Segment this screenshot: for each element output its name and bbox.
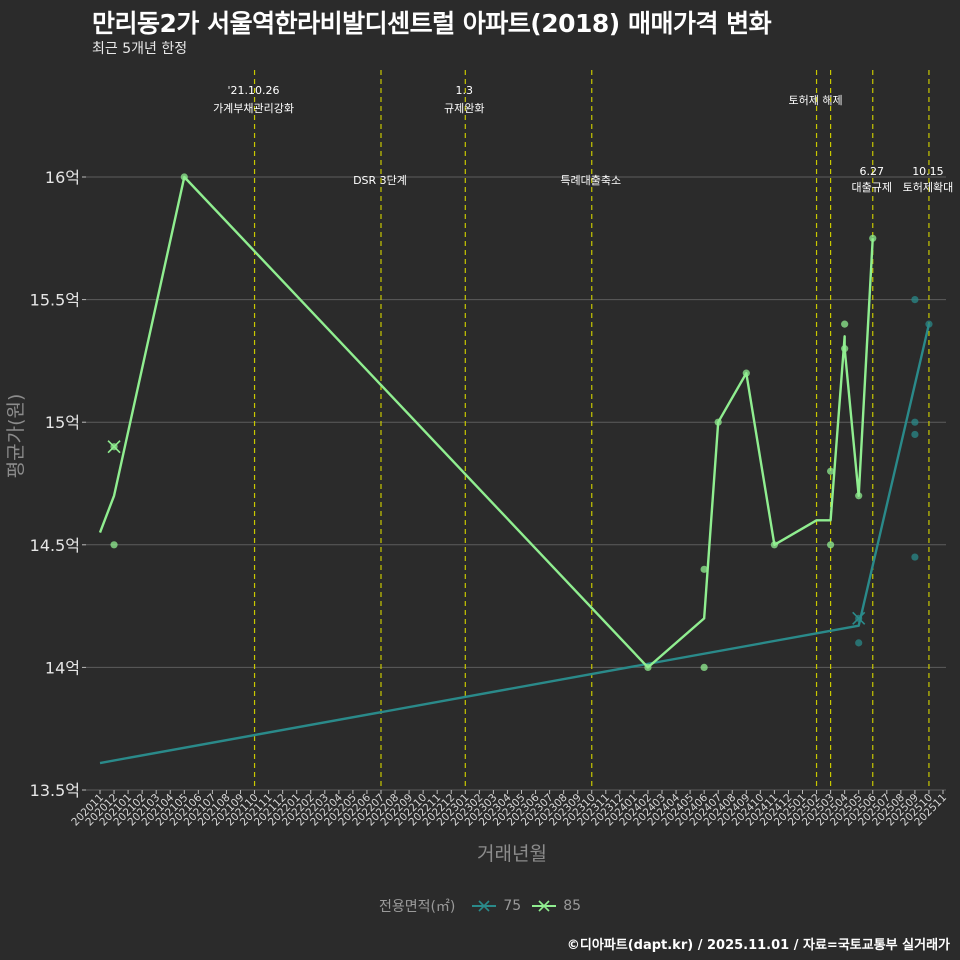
legend-key-85-icon	[532, 900, 557, 912]
legend-item-75: 75	[471, 898, 521, 914]
data-point-85	[869, 234, 877, 242]
y-tick-label: 14억	[45, 658, 80, 677]
y-tick-label: 14.5억	[30, 536, 80, 555]
legend-label-85: 85	[563, 898, 582, 914]
data-point-75	[911, 553, 919, 561]
y-tick-label: 16억	[45, 168, 80, 187]
data-point-85	[841, 320, 849, 328]
y-tick-label: 13.5억	[30, 781, 80, 800]
event-label: 가계부채관리강화	[213, 102, 294, 115]
x-marker-75	[852, 611, 866, 625]
event-label: 규제완화	[444, 102, 484, 115]
data-point-85	[827, 467, 835, 475]
y-axis-title: 평균가(원)	[5, 394, 27, 479]
event-label-top: 10.15	[912, 165, 944, 178]
legend-title: 전용면적(㎡)	[378, 899, 456, 915]
data-point-85	[110, 541, 118, 549]
data-point-75	[925, 320, 933, 328]
legend-item-85: 85	[531, 898, 581, 914]
y-tick-label: 15억	[45, 413, 80, 432]
x-marker-85	[107, 440, 121, 454]
data-point-85	[700, 565, 708, 573]
legend-key-75-icon	[472, 900, 497, 912]
chart-title: 만리동2가 서울역한라비발디센트럴 아파트(2018) 매매가격 변화	[92, 9, 772, 38]
trend-line-75	[99, 323, 931, 765]
event-label: 대출규제	[852, 181, 892, 194]
trend-line-85	[98, 175, 874, 669]
event-label: 토허제확대	[903, 181, 954, 194]
data-point-85	[827, 541, 835, 549]
y-tick-label: 15.5억	[30, 291, 80, 310]
event-label-top: 1.3	[456, 84, 474, 97]
data-point-75	[911, 296, 919, 304]
legend-label-75: 75	[503, 898, 522, 914]
data-point-75	[911, 430, 919, 439]
x-axis-title: 거래년월	[477, 843, 547, 865]
data-point-85	[700, 663, 708, 672]
data-point-75	[911, 418, 919, 426]
event-label: DSR 3단계	[353, 174, 407, 187]
event-label-top: 6.27	[860, 165, 885, 178]
event-label: 토허제 해제	[788, 93, 842, 107]
chart-subtitle: 최근 5개년 한정	[92, 41, 188, 57]
legend: 전용면적(㎡) 75 85	[0, 896, 960, 916]
data-point-75	[855, 639, 863, 647]
event-label-top: '21.10.26	[228, 84, 280, 97]
source-caption: ©디아파트(dapt.kr) / 2025.11.01 / 자료=국토교통부 실…	[566, 938, 950, 953]
event-label: 특례대출축소	[560, 174, 621, 187]
